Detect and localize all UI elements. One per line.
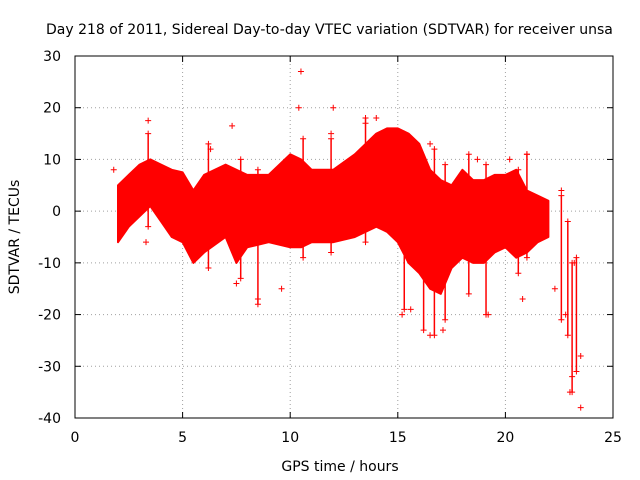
data-point xyxy=(571,259,578,266)
y-tick-label: -20 xyxy=(38,308,61,324)
y-tick-label: -40 xyxy=(38,411,61,427)
spike-end-marker xyxy=(564,218,571,225)
spike-end-marker xyxy=(523,254,530,261)
data-spikes xyxy=(145,115,580,396)
spike-end-marker xyxy=(558,192,565,199)
spike-end-marker xyxy=(145,223,152,230)
spike-end-marker xyxy=(573,254,580,261)
spike-end-marker xyxy=(254,301,261,308)
data-point xyxy=(558,187,565,194)
spike-end-marker xyxy=(362,239,369,246)
data-point xyxy=(207,146,214,153)
spike-end-marker xyxy=(300,135,307,142)
y-axis-label: SDTVAR / TECUs xyxy=(7,180,23,295)
spike-end-marker xyxy=(564,332,571,339)
spike-end-marker xyxy=(401,306,408,313)
data-envelope xyxy=(117,127,550,295)
spike-end-marker xyxy=(442,316,449,323)
data-point xyxy=(577,352,584,359)
data-point xyxy=(233,280,240,287)
y-tick-label: 0 xyxy=(52,204,61,220)
spike-end-marker xyxy=(237,275,244,282)
y-axis-ticks: -40 -30 -20 -10 0 10 20 30 xyxy=(38,49,613,427)
data-point xyxy=(373,115,380,122)
spike-end-marker xyxy=(515,166,522,173)
data-point xyxy=(569,373,576,380)
data-point xyxy=(427,332,434,339)
x-axis-label: GPS time / hours xyxy=(281,459,398,475)
spike-end-marker xyxy=(300,254,307,261)
spike-end-marker xyxy=(205,140,212,147)
spike-end-marker xyxy=(328,249,335,256)
data-point xyxy=(330,104,337,111)
data-point xyxy=(439,327,446,334)
data-point xyxy=(362,120,369,127)
spike-end-marker xyxy=(573,368,580,375)
data-point xyxy=(519,296,526,303)
data-point xyxy=(297,68,304,75)
x-tick-label: 15 xyxy=(389,430,407,446)
x-tick-label: 0 xyxy=(71,430,80,446)
data-points xyxy=(110,68,584,411)
spike-end-marker xyxy=(254,166,261,173)
data-point xyxy=(295,104,302,111)
data-point xyxy=(407,306,414,313)
data-point xyxy=(577,404,584,411)
spike-end-marker xyxy=(420,327,427,334)
data-point xyxy=(427,140,434,147)
spike-end-marker xyxy=(442,161,449,168)
x-tick-label: 10 xyxy=(281,430,299,446)
spike-end-marker xyxy=(465,290,472,297)
data-point xyxy=(254,296,261,303)
y-tick-label: 10 xyxy=(43,152,61,168)
spike-end-marker xyxy=(205,265,212,272)
data-point xyxy=(485,311,492,318)
data-point xyxy=(328,130,335,137)
data-point xyxy=(562,311,569,318)
spike-end-marker xyxy=(483,161,490,168)
spike-end-marker xyxy=(515,270,522,277)
spike-end-marker xyxy=(431,146,438,153)
data-point xyxy=(551,285,558,292)
chart-title: Day 218 of 2011, Sidereal Day-to-day VTE… xyxy=(46,22,613,38)
data-point xyxy=(110,166,117,173)
y-tick-label: 20 xyxy=(43,101,61,117)
x-axis-ticks: 0 5 10 15 20 25 xyxy=(71,56,622,446)
spike-end-marker xyxy=(328,135,335,142)
spike-end-marker xyxy=(558,316,565,323)
data-point xyxy=(143,239,150,246)
data-point xyxy=(566,389,573,396)
spike-end-marker xyxy=(401,130,408,137)
data-point xyxy=(474,156,481,163)
y-tick-label: 30 xyxy=(43,49,61,65)
x-tick-label: 25 xyxy=(604,430,622,446)
data-point xyxy=(399,311,406,318)
spike-end-marker xyxy=(145,130,152,137)
spike-end-marker xyxy=(237,156,244,163)
spike-end-marker xyxy=(362,115,369,122)
y-tick-label: -10 xyxy=(38,256,61,272)
spike-end-marker xyxy=(420,156,427,163)
plot-border xyxy=(74,55,614,419)
x-tick-label: 20 xyxy=(496,430,514,446)
data-point xyxy=(523,151,530,158)
data-point xyxy=(506,156,513,163)
y-tick-label: -30 xyxy=(38,359,61,375)
x-tick-label: 5 xyxy=(178,430,187,446)
data-point xyxy=(229,122,236,129)
data-band xyxy=(117,127,550,295)
spike-end-marker xyxy=(465,151,472,158)
data-point xyxy=(145,117,152,124)
data-point xyxy=(278,285,285,292)
